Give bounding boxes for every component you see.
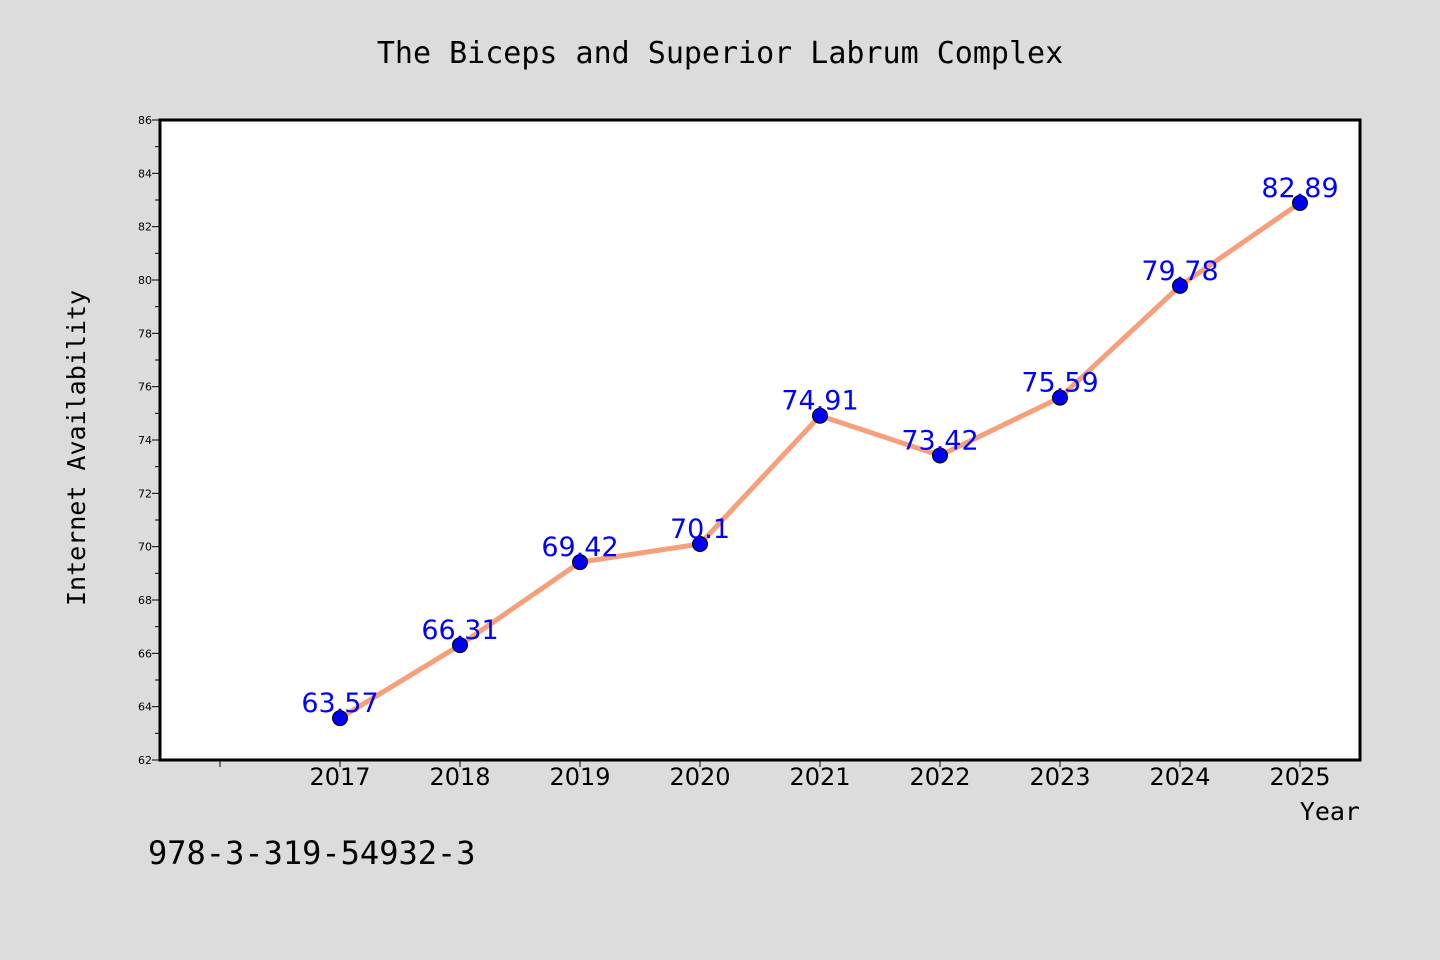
x-axis-ticks: 2017 2018 2019 2020 2021 2022 2023 2024 2025 (219, 760, 1331, 791)
data-label: 66.31 (421, 615, 498, 646)
y-tick-label: 82 (138, 221, 152, 234)
series-layer: 63.57 66.31 69.42 70.1 74.91 73.42 75.59 79.78 8… (301, 173, 1339, 727)
data-label: 70.1 (670, 514, 730, 545)
data-label: 79.78 (1141, 256, 1218, 287)
y-tick-label: 84 (138, 167, 152, 180)
x-tick-label: 2020 (669, 763, 730, 791)
y-tick-label: 86 (138, 114, 152, 127)
data-point (1052, 389, 1068, 406)
y-axis-label: Internet Availability (62, 290, 91, 606)
data-label: 74.91 (781, 386, 858, 417)
x-tick-label: 2024 (1149, 763, 1210, 791)
y-tick-label: 74 (138, 434, 152, 447)
x-tick-label: 2017 (309, 763, 370, 791)
footer-code: 978-3-319-54932-3 (148, 834, 476, 872)
chart-title: The Biceps and Superior Labrum Complex (377, 36, 1063, 71)
x-tick-label: 2021 (789, 763, 850, 791)
y-tick-label: 80 (138, 274, 152, 287)
data-point (932, 447, 948, 464)
data-label: 63.57 (301, 688, 378, 719)
data-label: 82.89 (1261, 173, 1338, 204)
y-tick-label: 64 (138, 701, 152, 714)
x-tick-label: 2025 (1269, 763, 1330, 791)
data-point (332, 710, 348, 727)
y-tick-label: 70 (138, 541, 152, 554)
y-tick-label: 76 (138, 381, 152, 394)
y-tick-label: 62 (138, 754, 152, 767)
data-point (692, 536, 708, 552)
x-tick-label: 2019 (549, 763, 610, 791)
data-point (812, 407, 828, 424)
y-tick-label: 68 (138, 594, 152, 607)
x-tick-label: 2018 (429, 763, 490, 791)
data-point (572, 554, 588, 571)
y-tick-label: 78 (138, 327, 152, 340)
x-tick-label: 2022 (909, 763, 970, 791)
x-tick-label: 2023 (1029, 763, 1090, 791)
data-label: 73.42 (901, 425, 978, 456)
plot-area (158, 118, 1362, 762)
data-point (1172, 277, 1188, 294)
data-point (452, 637, 468, 654)
y-axis-ticks: 62 64 66 68 70 72 74 76 78 80 82 84 86 (138, 114, 160, 767)
data-label: 75.59 (1021, 368, 1098, 399)
x-axis-label: Year (1300, 797, 1360, 826)
y-tick-label: 72 (138, 487, 152, 500)
y-tick-label: 66 (138, 647, 152, 660)
data-label: 69.42 (541, 532, 618, 563)
data-point (1292, 194, 1308, 211)
